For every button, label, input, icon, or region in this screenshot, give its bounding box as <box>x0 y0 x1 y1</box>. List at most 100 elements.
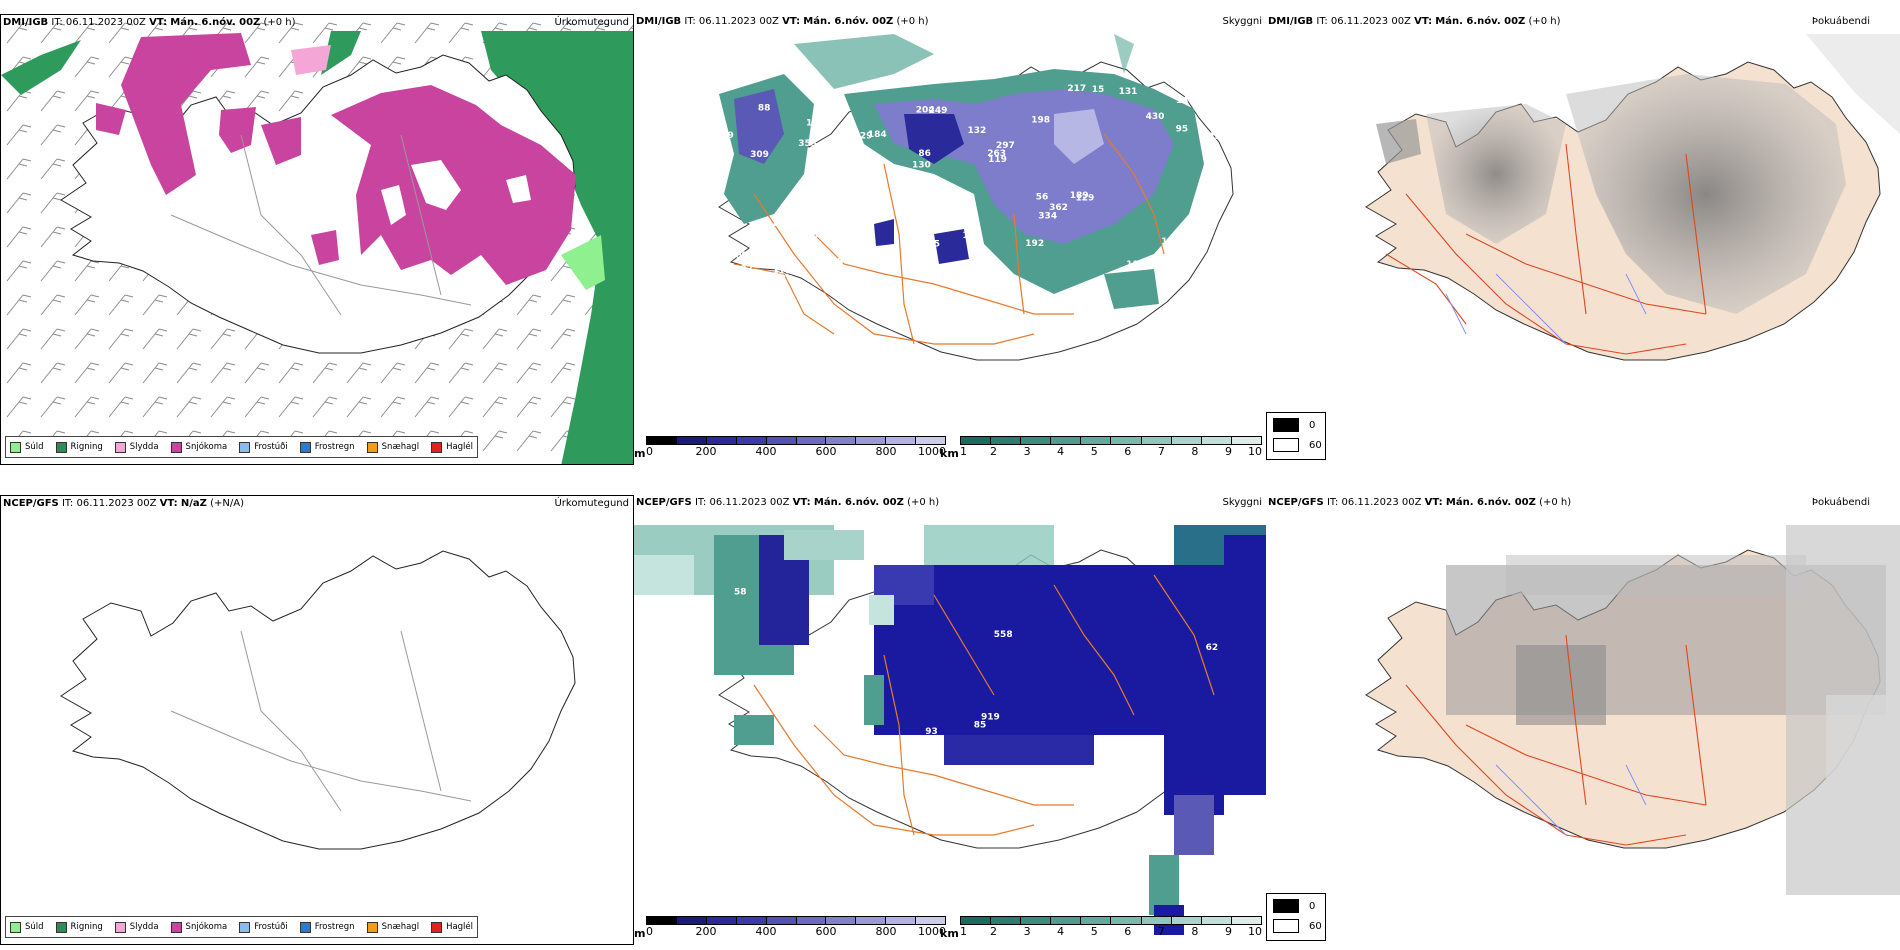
ceiling-value-label: 93 <box>925 727 938 737</box>
ceiling-value-label: 155 <box>1223 143 1242 153</box>
ceiling-value-label: 130 <box>912 161 931 171</box>
legend-item: Frostúði <box>239 441 288 453</box>
fog-key-row: 0 <box>1273 899 1315 913</box>
precip-legend: Súld Rigning Slydda Snjókoma Frostúði Fr… <box>5 436 479 458</box>
colorbar-tick: 6 <box>1124 925 1132 938</box>
legend-item: Slydda <box>114 441 159 453</box>
colorbar-segment <box>1081 917 1112 924</box>
colorbar-tick: 3 <box>1023 925 1031 938</box>
ceiling-value-label: 119 <box>988 155 1007 165</box>
ceiling-value-label: 69 <box>721 131 734 141</box>
ceiling-value-label: 56 <box>1036 192 1049 202</box>
legend-swatch <box>55 441 67 453</box>
legend-swatch <box>239 441 251 453</box>
colorbar-segment <box>796 917 827 924</box>
ceiling-value-label: 189 <box>1070 191 1089 201</box>
colorbar-segment <box>736 917 767 924</box>
colorbar-tick: 7 <box>1157 445 1165 458</box>
panel-type: Þokuábendi <box>1811 16 1870 27</box>
panel-dmi-precip: DMI/IGB IT: 06.11.2023 00Z VT: Mán. 6.nó… <box>0 14 634 465</box>
ceiling-value-label: 292 <box>734 265 753 275</box>
ceiling-value-label: 151 <box>1161 237 1180 247</box>
visibility-colorbar: 1 2 3 4 5 6 7 8 9 10 <box>960 436 1262 458</box>
colorbar-tick: 9 <box>1224 925 1232 938</box>
ceiling-value-label: 88 <box>758 104 771 114</box>
legend-swatch <box>299 921 311 933</box>
colorbar-tick: 2 <box>990 925 998 938</box>
fog-key-row: 60 <box>1273 919 1322 933</box>
fog-key-row: 0 <box>1273 418 1315 432</box>
panel-gfs-precip: NCEP/GFS IT: 06.11.2023 00Z VT: N/aZ (+N… <box>0 495 634 945</box>
legend-item: Snjókoma <box>170 921 227 933</box>
colorbar-segment <box>1081 437 1112 444</box>
colorbar-segment <box>826 917 857 924</box>
ceiling-labels: 93 919 558 58 62 27 85 69 <box>734 587 1218 737</box>
colorbar-segment <box>961 437 992 444</box>
colorbar-tick: 7 <box>1157 925 1165 938</box>
ceiling-value-label: 132 <box>968 126 987 136</box>
colorbar-tick: 4 <box>1057 925 1065 938</box>
panel-dmi-visibility: DMI/IGB IT: 06.11.2023 00Z VT: Mán. 6.nó… <box>634 14 1266 465</box>
ceiling-value-label: 158 <box>806 231 825 241</box>
legend-item: Snæhagl <box>366 441 419 453</box>
visibility-map <box>634 525 1266 935</box>
panel-type: Úrkomutegund <box>554 498 629 509</box>
colorbar-segment <box>647 917 677 924</box>
ceiling-colorbar: 0 200 400 600 800 1000 <box>646 436 946 458</box>
legend-item: Snæhagl <box>366 921 419 933</box>
colorbar-segment <box>1141 437 1172 444</box>
colorbar-segment <box>1201 437 1232 444</box>
ceiling-value-label: 309 <box>729 251 748 261</box>
panel-title: NCEP/GFS IT: 06.11.2023 00Z VT: Mán. 6.n… <box>1268 497 1572 508</box>
panel-title: DMI/IGB IT: 06.11.2023 00Z VT: Mán. 6.nó… <box>1268 16 1561 27</box>
legend-item: Rigning <box>55 921 103 933</box>
ceiling-value-label: 84 <box>940 67 953 77</box>
ceiling-colorbar-strip <box>646 916 946 925</box>
colorbar-segment <box>736 437 767 444</box>
ceiling-value-label: 129 <box>1076 194 1095 204</box>
legend-swatch <box>431 921 443 933</box>
legend-swatch <box>114 921 126 933</box>
colorbar-segment <box>886 917 917 924</box>
ceiling-value-label: 83 <box>810 242 823 252</box>
colorbar-tick: 8 <box>1191 445 1199 458</box>
ceiling-value-label: 175 <box>921 240 940 250</box>
ceiling-value-label: 297 <box>996 141 1015 151</box>
colorbar-tick: 1000 <box>918 445 946 458</box>
precip-map <box>60 550 576 850</box>
ceiling-value-label: 204 <box>916 105 935 115</box>
colorbar-tick: 800 <box>875 445 897 458</box>
colorbar-tick: 0 <box>646 925 653 938</box>
colorbar-segment <box>991 437 1022 444</box>
ceiling-value-label: 184 <box>868 130 887 140</box>
panel-type: Skyggni <box>1222 497 1262 508</box>
colorbar-tick: 2 <box>990 445 998 458</box>
ceiling-value-label: 376 <box>1211 89 1230 99</box>
ceiling-value-label: 130 <box>752 223 771 233</box>
ceiling-value-label: 334 <box>1038 211 1057 221</box>
colorbar-segment <box>916 437 946 444</box>
colorbar-segment <box>1141 917 1172 924</box>
colorbar-segment <box>796 437 827 444</box>
fog-key: 0 60 <box>1266 893 1326 941</box>
ceiling-unit: m <box>634 447 646 460</box>
ceiling-colorbar-ticks: 0 200 400 600 800 1000 <box>646 925 946 938</box>
visibility-colorbar-strip <box>960 916 1262 925</box>
colorbar-segment <box>1051 437 1082 444</box>
legend-swatch <box>170 921 182 933</box>
colorbar-tick: 5 <box>1090 925 1098 938</box>
colorbar-tick: 0 <box>646 445 653 458</box>
legend-item: Snjókoma <box>170 441 227 453</box>
colorbar-tick: 10 <box>1248 925 1262 938</box>
legend-item: Frostregn <box>299 921 355 933</box>
legend-swatch <box>239 921 251 933</box>
ceiling-value-label: 306 <box>775 264 794 274</box>
colorbar-segment <box>826 437 857 444</box>
ceiling-value-label: 263 <box>987 149 1006 159</box>
colorbar-segment <box>1171 917 1202 924</box>
ceiling-value-label: 203 <box>730 271 749 281</box>
precip-map <box>1 15 633 464</box>
legend-item: Haglél <box>431 441 473 453</box>
colorbar-segment <box>1051 917 1082 924</box>
colorbar-tick: 400 <box>755 445 777 458</box>
